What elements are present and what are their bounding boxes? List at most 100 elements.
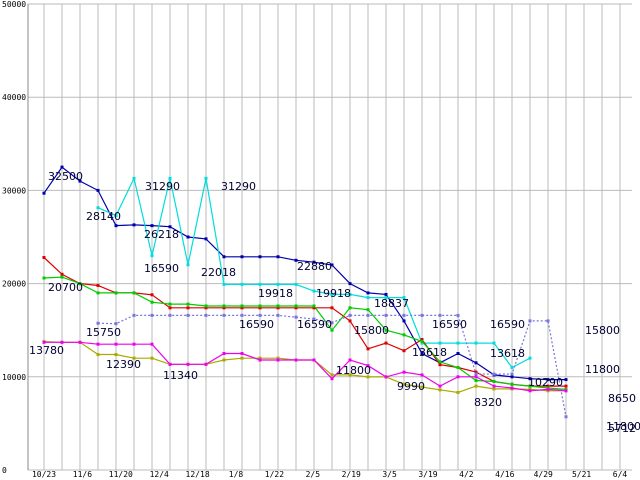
data-label: 13618 xyxy=(412,346,447,359)
data-point xyxy=(204,237,208,241)
x-tick-label: 12/4 xyxy=(150,470,169,479)
data-point xyxy=(294,358,298,362)
data-point xyxy=(114,224,118,228)
data-point xyxy=(222,352,226,355)
data-point xyxy=(222,306,226,310)
data-point xyxy=(42,256,46,260)
data-point xyxy=(78,179,82,183)
data-point xyxy=(258,358,262,362)
x-tick-label: 5/21 xyxy=(572,470,591,479)
data-label: 31290 xyxy=(145,180,180,193)
y-tick-label: 40000 xyxy=(2,93,26,102)
data-point xyxy=(438,313,442,317)
data-point xyxy=(546,384,550,388)
data-point xyxy=(420,338,424,342)
data-point xyxy=(150,224,154,228)
data-label: 19918 xyxy=(316,287,351,300)
data-label: 31290 xyxy=(221,180,256,193)
data-label: 18837 xyxy=(374,297,409,310)
data-point xyxy=(276,282,280,286)
data-point xyxy=(330,263,334,267)
data-label: 19918 xyxy=(258,287,293,300)
data-point xyxy=(348,319,352,323)
data-point xyxy=(438,384,442,388)
data-point xyxy=(258,313,262,317)
x-tick-label: 11/20 xyxy=(109,470,133,479)
data-point xyxy=(150,313,154,317)
data-point xyxy=(312,306,316,310)
data-point xyxy=(384,341,388,345)
data-point xyxy=(168,225,172,229)
data-label: 8650 xyxy=(608,392,636,405)
data-point xyxy=(96,188,100,192)
data-point xyxy=(456,313,460,317)
x-tick-label: 12/18 xyxy=(186,470,210,479)
data-point xyxy=(222,304,226,308)
data-point xyxy=(510,386,514,390)
data-point xyxy=(222,255,226,259)
data-point xyxy=(402,370,406,374)
data-point xyxy=(222,282,226,286)
data-label: 8320 xyxy=(474,396,502,409)
data-label: 15800 xyxy=(354,324,389,337)
data-label: 16590 xyxy=(297,318,332,331)
data-point xyxy=(312,358,316,362)
data-label: 11800 xyxy=(585,363,620,376)
data-point xyxy=(456,341,460,345)
x-tick-label: 2/19 xyxy=(342,470,361,479)
data-point xyxy=(294,258,298,262)
data-point xyxy=(276,356,280,360)
data-point xyxy=(564,389,568,393)
data-point xyxy=(114,322,118,326)
data-point xyxy=(528,319,532,323)
data-point xyxy=(60,275,64,279)
series-lines xyxy=(43,166,567,417)
data-point xyxy=(510,365,514,369)
data-point xyxy=(150,342,154,346)
data-point xyxy=(564,378,568,382)
data-point xyxy=(402,296,406,300)
data-point xyxy=(294,315,298,319)
x-tick-label: 10/23 xyxy=(32,470,56,479)
data-label: 13780 xyxy=(29,344,64,357)
data-point xyxy=(78,340,82,344)
data-point xyxy=(240,352,244,355)
data-point xyxy=(312,260,316,264)
data-point xyxy=(492,379,496,383)
data-point xyxy=(510,375,514,379)
data-point xyxy=(168,313,172,317)
y-tick-label: 0 xyxy=(2,466,7,475)
data-label: 16590 xyxy=(239,318,274,331)
data-point xyxy=(240,313,244,317)
data-point xyxy=(186,235,190,239)
data-point xyxy=(132,223,136,227)
data-point xyxy=(330,321,334,325)
data-label: 16590 xyxy=(490,318,525,331)
data-point xyxy=(186,313,190,317)
data-point xyxy=(186,362,190,366)
data-point xyxy=(132,176,136,180)
data-point xyxy=(60,165,64,169)
x-tick-label: 2/5 xyxy=(306,470,321,479)
data-point xyxy=(330,292,334,296)
data-point xyxy=(42,191,46,195)
data-point xyxy=(276,313,280,317)
data-label: 16590 xyxy=(432,318,467,331)
data-point xyxy=(438,388,442,392)
data-point xyxy=(384,375,388,379)
data-point xyxy=(168,306,172,310)
data-point xyxy=(240,306,244,310)
data-point xyxy=(258,356,262,360)
data-point xyxy=(510,382,514,386)
data-point xyxy=(348,373,352,377)
data-point xyxy=(96,291,100,295)
data-point xyxy=(240,255,244,259)
data-labels: 32500 20700 28140 31290 26218 31290 22018 15750… xyxy=(29,170,640,435)
data-point xyxy=(438,341,442,345)
data-point xyxy=(384,296,388,300)
data-point xyxy=(492,387,496,391)
data-point xyxy=(150,293,154,297)
data-point xyxy=(474,370,478,374)
y-tick-label: 10000 xyxy=(2,373,26,382)
data-point xyxy=(276,255,280,259)
